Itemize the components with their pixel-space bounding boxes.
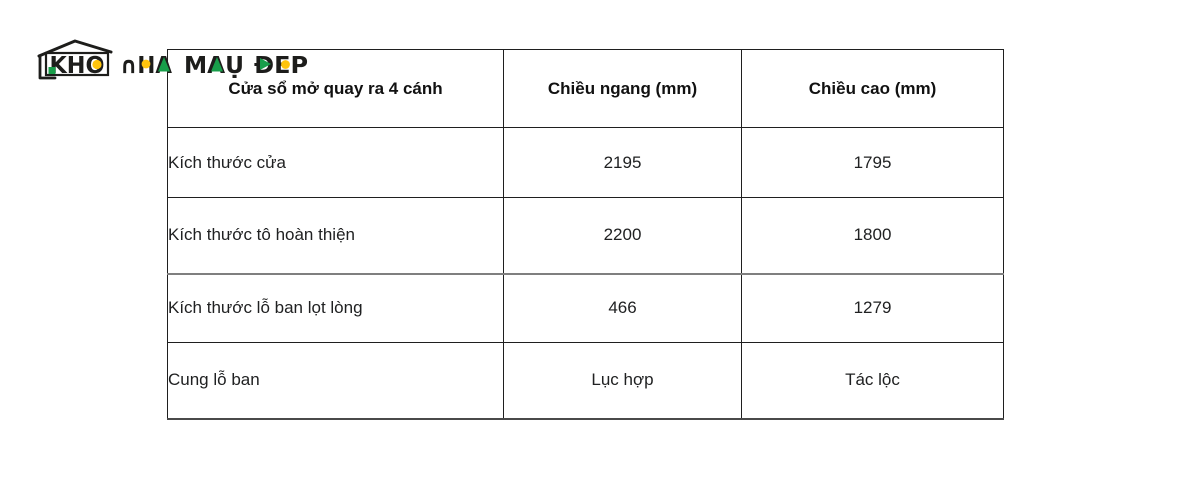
logo-word-nha: ∩HΛ [120, 53, 172, 79]
header-width-mm: Chiều ngang (mm) [503, 49, 742, 128]
k-green-square-accent-icon [48, 67, 56, 74]
table-row: Kích thước tô hoàn thiện 2200 1800 [167, 197, 1004, 274]
logo-word-kho: KHO [50, 53, 105, 79]
loban-clear-width: 466 [503, 272, 742, 343]
header-height-mm: Chiều cao (mm) [741, 49, 1004, 128]
finished-plaster-height: 1800 [741, 197, 1004, 274]
row-label-loban-arc: Cung lỗ ban [167, 342, 504, 420]
header-window-type: Cửa sổ mở quay ra 4 cánh [167, 49, 504, 128]
spec-table: Cửa sổ mở quay ra 4 cánh Chiều ngang (mm… [167, 49, 1004, 420]
row-label-loban-clear-opening: Kích thước lỗ ban lọt lòng [167, 272, 504, 343]
h-yellow-dot-accent-icon [141, 59, 151, 69]
table-row: Cung lỗ ban Lục hợp Tác lộc [167, 342, 1004, 420]
finished-plaster-width: 2200 [503, 197, 742, 274]
loban-arc-height-value: Tác lộc [741, 342, 1004, 420]
loban-arc-width-value: Lục hợp [503, 342, 742, 420]
row-label-finished-plaster: Kích thước tô hoàn thiện [167, 197, 504, 274]
o-yellow-dot-accent-icon [92, 59, 102, 70]
door-size-width: 2195 [503, 127, 742, 198]
house-icon [37, 39, 113, 80]
table-row: Kích thước cửa 2195 1795 [167, 127, 1004, 198]
table-row: Kích thước lỗ ban lọt lòng 466 1279 [167, 272, 1004, 343]
table-header-row: Cửa sổ mở quay ra 4 cánh Chiều ngang (mm… [167, 49, 1004, 128]
door-size-height: 1795 [741, 127, 1004, 198]
row-label-door-size: Kích thước cửa [167, 127, 504, 198]
loban-clear-height: 1279 [741, 272, 1004, 343]
